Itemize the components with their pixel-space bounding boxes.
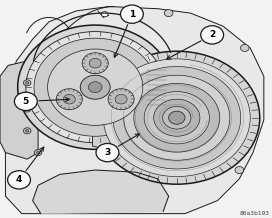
Circle shape [80, 75, 110, 99]
Polygon shape [0, 61, 38, 159]
Circle shape [14, 92, 37, 111]
Circle shape [103, 59, 250, 177]
Circle shape [88, 82, 102, 93]
Circle shape [164, 10, 173, 17]
Circle shape [56, 89, 82, 110]
Polygon shape [33, 170, 169, 214]
Circle shape [94, 51, 260, 184]
Text: 3: 3 [104, 148, 110, 157]
Text: 2: 2 [209, 30, 215, 39]
Circle shape [96, 143, 119, 162]
Circle shape [34, 38, 156, 136]
Circle shape [101, 12, 108, 17]
Circle shape [124, 75, 230, 160]
Circle shape [120, 5, 143, 23]
Circle shape [82, 53, 108, 74]
Circle shape [23, 80, 31, 86]
Circle shape [144, 92, 209, 144]
Text: 4: 4 [16, 175, 22, 184]
Circle shape [34, 150, 42, 156]
Text: 80a3b193: 80a3b193 [239, 211, 269, 216]
Circle shape [134, 83, 220, 152]
Polygon shape [5, 7, 264, 214]
Text: 1: 1 [129, 10, 135, 19]
Circle shape [23, 106, 31, 112]
Circle shape [115, 94, 127, 104]
Circle shape [113, 66, 241, 169]
Circle shape [8, 171, 30, 189]
Circle shape [154, 99, 200, 136]
Circle shape [108, 89, 134, 110]
Circle shape [63, 94, 75, 104]
Circle shape [201, 26, 224, 44]
Circle shape [36, 151, 40, 154]
Circle shape [26, 129, 29, 132]
Circle shape [23, 128, 31, 134]
Circle shape [89, 58, 101, 68]
Circle shape [163, 106, 191, 129]
Circle shape [235, 167, 244, 174]
Circle shape [169, 111, 185, 124]
Circle shape [48, 49, 143, 125]
Circle shape [26, 82, 29, 84]
Circle shape [26, 108, 29, 110]
Circle shape [26, 32, 165, 143]
Circle shape [240, 44, 249, 51]
Circle shape [18, 25, 173, 149]
Text: 5: 5 [23, 97, 29, 106]
Polygon shape [92, 85, 112, 150]
